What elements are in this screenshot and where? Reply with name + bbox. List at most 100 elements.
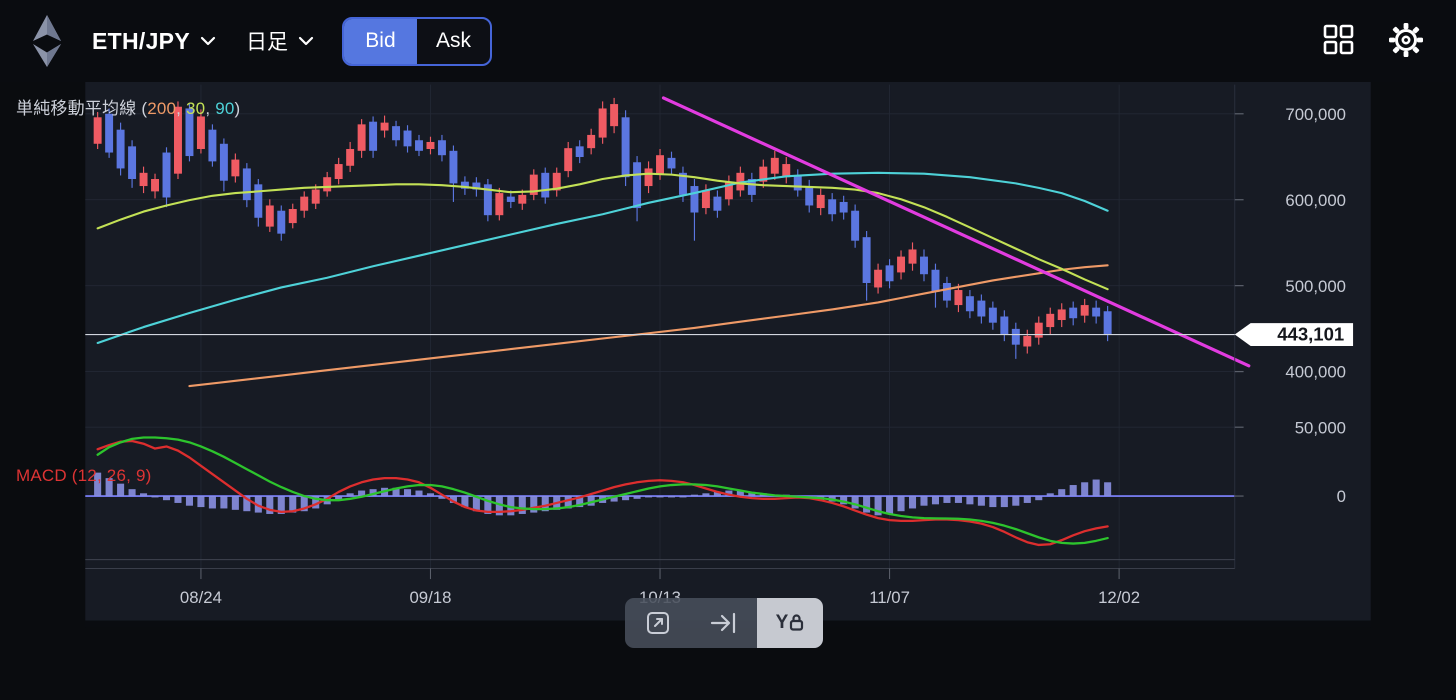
candle [1092, 307, 1101, 317]
candle [598, 108, 607, 138]
macd-bar [1058, 489, 1066, 497]
candle [288, 208, 297, 224]
candle [541, 172, 550, 198]
candle [105, 113, 114, 153]
macd-pane [85, 436, 1235, 547]
candle [1011, 328, 1020, 345]
candles-layer [93, 97, 1112, 359]
macd-bar [472, 496, 480, 512]
macd-bar [140, 493, 148, 497]
candle [242, 168, 251, 201]
candle [587, 134, 596, 149]
pair-selector[interactable]: ETH/JPY [90, 24, 218, 59]
macd-bar [840, 496, 848, 505]
macd-bar [254, 496, 262, 513]
timeframe-selector[interactable]: 日足 [244, 22, 316, 60]
candle [897, 256, 906, 273]
candle [357, 124, 366, 151]
date-axis-label: 12/02 [1098, 588, 1140, 607]
macd-bar [174, 496, 182, 503]
macd-bar [713, 491, 721, 497]
macd-bar [117, 483, 125, 497]
expand-chart-button[interactable] [625, 598, 691, 648]
y-axis-lock-button[interactable]: Y [757, 598, 823, 648]
candle [874, 269, 883, 288]
macd-bar [886, 496, 894, 514]
macd-bar [564, 496, 572, 509]
candle [128, 146, 137, 180]
macd-bar [977, 496, 985, 506]
gear-icon [1389, 22, 1423, 57]
expand-icon [647, 612, 669, 634]
candle [977, 300, 986, 317]
candle [265, 205, 274, 227]
candle [908, 249, 917, 264]
chevron-down-icon [298, 36, 314, 46]
macd-bar [610, 496, 618, 502]
candle [564, 148, 573, 172]
candle [483, 184, 492, 216]
candle [139, 172, 148, 187]
macd-bar [1092, 479, 1100, 497]
macd-bar [587, 496, 595, 506]
macd-bar [208, 496, 216, 509]
date-axis-label: 11/07 [869, 588, 910, 607]
macd-bar [346, 493, 354, 497]
macd-bar [495, 496, 503, 516]
price-axis-label: 400,000 [1285, 363, 1346, 382]
macd-bar [530, 496, 538, 513]
macd-bar [943, 496, 951, 503]
candle [1057, 309, 1066, 321]
bid-button[interactable]: Bid [343, 18, 417, 64]
settings-button[interactable] [1384, 18, 1428, 65]
sma-200-line [188, 264, 1109, 388]
ask-button[interactable]: Ask [417, 19, 490, 64]
macd-bar [1069, 485, 1077, 497]
sma-90-line [96, 171, 1109, 345]
candle [346, 149, 355, 166]
candle [254, 184, 263, 218]
macd-bar [679, 496, 687, 498]
macd-bar [702, 493, 710, 497]
candle [415, 140, 423, 151]
bid-ask-toggle: Bid Ask [341, 16, 492, 66]
macd-bar [231, 496, 239, 510]
price-axis-label: 600,000 [1285, 191, 1346, 210]
macd-bar [1046, 493, 1054, 497]
pair-label: ETH/JPY [92, 27, 190, 54]
candle [1023, 335, 1032, 347]
price-axis-label: 500,000 [1285, 277, 1346, 296]
candle [862, 237, 871, 283]
macd-bar [518, 496, 526, 514]
macd-bar [243, 496, 251, 512]
candle [839, 201, 848, 213]
macd-bar [438, 496, 446, 499]
arrow-to-end-icon [710, 612, 736, 634]
candle [426, 141, 435, 150]
y-axis-lock-icon: Y [776, 613, 805, 633]
macd-axis-label: 50,000 [1295, 418, 1346, 437]
macd-bar [277, 496, 285, 514]
macd-bar [105, 478, 113, 497]
candle [323, 177, 332, 192]
candle [380, 122, 389, 131]
candle [621, 117, 630, 178]
candle [885, 265, 894, 282]
price-chart-svg: 443,101 700,000 600,000 500,000 400,000 50,00… [85, 82, 1371, 628]
candle [690, 186, 699, 213]
macd-bar [667, 496, 676, 498]
candle [747, 179, 756, 195]
candle [529, 174, 538, 195]
layout-grid-button[interactable] [1319, 20, 1358, 62]
chart-area[interactable]: 443,101 700,000 600,000 500,000 400,000 50,00… [0, 82, 1456, 700]
macd-bar [266, 496, 274, 514]
candle [942, 282, 951, 301]
macd-bar [690, 494, 698, 497]
macd-bar [300, 496, 308, 512]
candle [633, 162, 642, 209]
candle [793, 175, 802, 191]
go-to-latest-button[interactable] [691, 598, 757, 648]
header-left: ETH/JPY 日足 Bid Ask [0, 13, 492, 69]
candle [644, 168, 653, 187]
